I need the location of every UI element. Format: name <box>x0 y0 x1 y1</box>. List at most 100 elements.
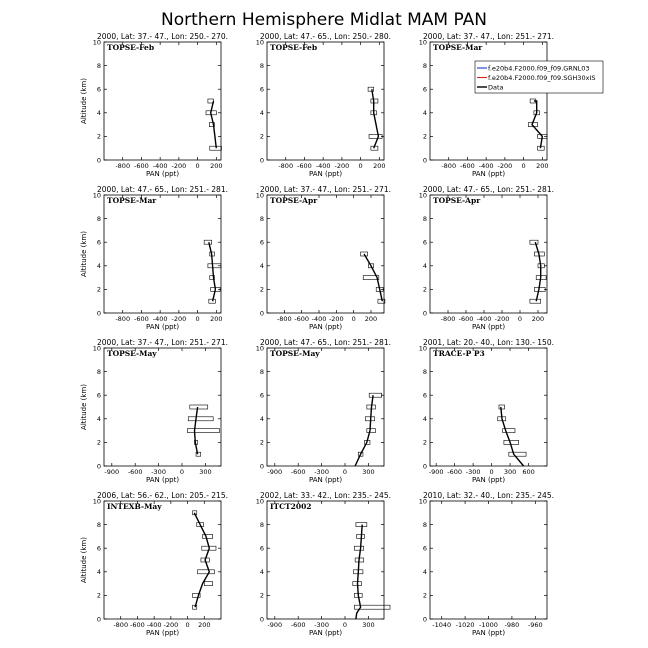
y-axis-label: Altitude (km) <box>80 231 88 277</box>
x-tick-label: -1000 <box>479 621 498 629</box>
plot-frame <box>429 347 548 467</box>
y-tick-label: 10 <box>419 344 427 352</box>
y-tick-label: 2 <box>97 439 101 447</box>
data-profile-line <box>363 253 383 302</box>
x-tick-label: -800 <box>441 315 456 323</box>
panel-8: 2000, Lat: 47.- 65., Lon: 251.- 281. TOPS… <box>256 338 391 484</box>
y-tick-label: 10 <box>93 497 101 505</box>
data-profile-line <box>209 100 217 149</box>
y-axis-label: Altitude (km) <box>80 384 88 430</box>
y-tick-label: 6 <box>97 86 101 94</box>
x-tick-label: -900 <box>104 468 119 476</box>
y-tick-label: 10 <box>93 344 101 352</box>
y-tick-label: 8 <box>260 521 264 529</box>
x-tick-label: -600 <box>294 315 309 323</box>
campaign-label: TOPSE-Mar <box>433 43 483 52</box>
y-tick-label: 8 <box>423 521 427 529</box>
range-bar <box>367 86 375 92</box>
x-tick-label: -600 <box>134 162 149 170</box>
x-tick-label: -300 <box>314 621 329 629</box>
plot-frame <box>103 347 222 467</box>
x-axis-label: PAN (ppt) <box>472 629 505 637</box>
x-tick-label: -600 <box>297 162 312 170</box>
y-tick-label: 10 <box>256 191 264 199</box>
y-tick-label: 4 <box>97 262 101 270</box>
panel-title: 2000, Lat: 37.- 47., Lon: 251.- 271. <box>423 32 554 41</box>
plot-frame <box>266 41 385 161</box>
panel-grid: 2000, Lat: 37.- 47., Lon: 250.- 270. TOPS… <box>80 32 604 637</box>
x-tick-label: -800 <box>115 162 130 170</box>
x-tick-label: -1020 <box>456 621 475 629</box>
y-tick-label: 10 <box>256 344 264 352</box>
data-profile-line <box>531 100 544 149</box>
y-tick-label: 8 <box>97 368 101 376</box>
x-tick-label: 0 <box>518 315 522 323</box>
y-tick-label: 0 <box>423 309 427 317</box>
y-tick-label: 8 <box>260 215 264 223</box>
panel-title: 2000, Lat: 47.- 65., Lon: 251.- 281. <box>260 338 391 347</box>
panel-title: 2000, Lat: 37.- 47., Lon: 251.- 271. <box>97 338 228 347</box>
plot-frame <box>429 194 548 314</box>
y-tick-label: 6 <box>97 545 101 553</box>
x-tick-label: 600 <box>522 468 534 476</box>
y-tick-label: 10 <box>93 38 101 46</box>
campaign-label: TOPSE-Apr <box>433 196 481 205</box>
y-tick-label: 10 <box>256 38 264 46</box>
x-tick-label: 200 <box>198 621 210 629</box>
y-tick-label: 2 <box>260 592 264 600</box>
data-profile-line <box>371 89 380 149</box>
x-tick-label: -800 <box>113 621 128 629</box>
x-tick-label: -200 <box>329 315 344 323</box>
x-axis-label: PAN (ppt) <box>146 476 179 484</box>
campaign-label: INTEXB-May <box>107 502 162 511</box>
x-tick-label: -200 <box>171 162 186 170</box>
y-tick-label: 4 <box>260 415 264 423</box>
plot-frame <box>103 41 222 161</box>
y-tick-label: 6 <box>260 392 264 400</box>
range-bar <box>529 239 539 245</box>
y-tick-label: 0 <box>260 309 264 317</box>
x-tick-label: 200 <box>536 162 548 170</box>
y-tick-label: 6 <box>423 239 427 247</box>
panel-4: 2000, Lat: 47.- 65., Lon: 251.- 281. TOPS… <box>80 185 228 331</box>
y-tick-label: 2 <box>423 439 427 447</box>
panel-title: 2000, Lat: 37.- 47., Lon: 250.- 270. <box>97 32 228 41</box>
y-tick-label: 6 <box>260 86 264 94</box>
x-tick-label: 0 <box>196 162 200 170</box>
x-tick-label: -600 <box>291 468 306 476</box>
x-tick-label: -600 <box>459 315 474 323</box>
y-tick-label: 6 <box>260 239 264 247</box>
y-tick-label: 8 <box>260 62 264 70</box>
y-tick-label: 8 <box>423 62 427 70</box>
y-tick-label: 2 <box>423 592 427 600</box>
x-tick-label: -600 <box>130 621 145 629</box>
range-bar <box>202 534 213 539</box>
y-tick-label: 10 <box>419 191 427 199</box>
x-axis-label: PAN (ppt) <box>309 629 342 637</box>
range-bar <box>357 451 364 457</box>
range-bar <box>208 298 216 304</box>
y-tick-label: 6 <box>423 86 427 94</box>
range-bar <box>360 251 368 257</box>
y-tick-label: 2 <box>97 133 101 141</box>
y-tick-label: 0 <box>97 462 101 470</box>
range-bar <box>203 581 213 586</box>
x-tick-label: -200 <box>495 315 510 323</box>
x-tick-label: 300 <box>362 468 374 476</box>
x-tick-label: -200 <box>163 621 178 629</box>
panel-6: 2000, Lat: 47.- 65., Lon: 251.- 281. TOPS… <box>419 185 554 331</box>
x-tick-label: -400 <box>147 621 162 629</box>
y-tick-label: 0 <box>260 462 264 470</box>
y-tick-label: 4 <box>260 568 264 576</box>
figure-title: Northern Hemisphere Midlat MAM PAN <box>161 10 487 30</box>
range-bar <box>370 98 379 104</box>
panel-9: 2001, Lat: 20.- 40., Lon: 130.- 150. TRAC… <box>419 338 554 484</box>
y-tick-label: 2 <box>423 286 427 294</box>
x-tick-label: -1040 <box>432 621 451 629</box>
range-bar <box>498 404 505 410</box>
x-tick-label: 0 <box>343 621 347 629</box>
x-tick-label: 200 <box>365 315 377 323</box>
panel-5: 2000, Lat: 37.- 47., Lon: 251.- 271. TOPS… <box>256 185 391 331</box>
range-bar <box>207 263 222 269</box>
